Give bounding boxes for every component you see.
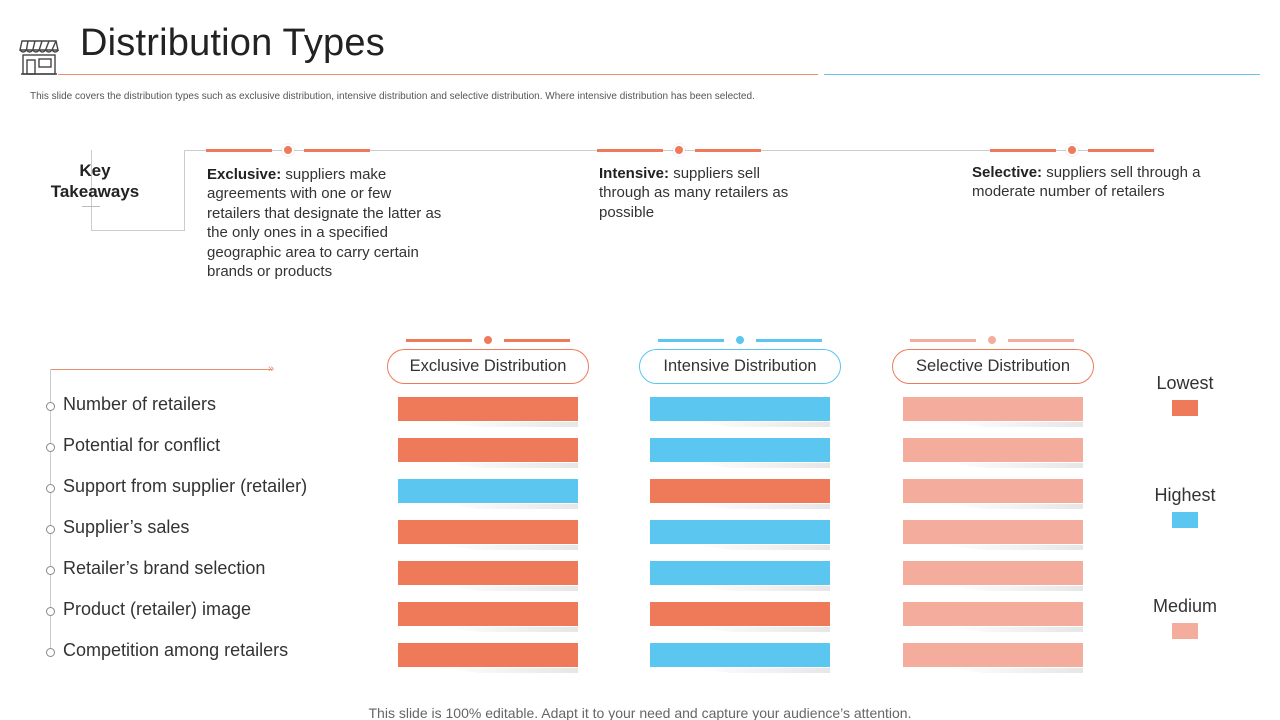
legend-item-medium: Medium [1140, 596, 1230, 639]
level-cell-medium [903, 561, 1083, 585]
row-label: Product (retailer) image [63, 599, 252, 619]
takeaway-term: Intensive: [599, 165, 670, 182]
level-cell-lowest [398, 520, 578, 544]
title-divider-right [824, 74, 1260, 75]
page-title: Distribution Types [80, 22, 385, 64]
column-header-selective: Selective Distribution [892, 349, 1094, 384]
level-cell-lowest [398, 643, 578, 667]
rows-arrow-line [50, 369, 272, 370]
row-label: Support from supplier (retailer) [63, 476, 308, 496]
takeaway-selective: Selective: suppliers sell through a mode… [972, 163, 1212, 202]
store-icon [18, 36, 60, 78]
level-cell-medium [903, 602, 1083, 626]
level-cell-medium [903, 520, 1083, 544]
row-label: Competition among retailers [63, 640, 289, 660]
double-chevron-right-icon: » [268, 363, 275, 375]
takeaway-marker-selective [990, 144, 1154, 156]
key-takeaways-label-line1: Key [79, 161, 111, 180]
level-cell-highest [650, 397, 830, 421]
takeaway-marker-intensive [597, 144, 761, 156]
bullet-icon [46, 607, 55, 616]
key-takeaways-label: Key Takeaways [40, 160, 150, 202]
footer-note: This slide is 100% editable. Adapt it to… [368, 705, 912, 720]
legend-swatch [1172, 623, 1198, 639]
column-header-intensive: Intensive Distribution [639, 349, 841, 384]
takeaway-description: suppliers sell through as many retailers… [599, 165, 789, 221]
legend-label: Medium [1152, 596, 1218, 616]
level-cell-medium [903, 643, 1083, 667]
key-takeaways-top-line [184, 150, 1154, 151]
level-cell-lowest [650, 479, 830, 503]
level-cell-medium [903, 397, 1083, 421]
takeaway-exclusive: Exclusive: suppliers make agreements wit… [207, 165, 447, 281]
level-cell-medium [903, 479, 1083, 503]
legend-label: Highest [1154, 485, 1216, 505]
title-divider-left [58, 74, 818, 75]
legend-label: Lowest [1156, 373, 1214, 393]
legend-swatch [1172, 400, 1198, 416]
bullet-icon [46, 525, 55, 534]
row-label: Retailer’s brand selection [63, 558, 266, 578]
key-takeaways-label-line2: Takeaways [50, 182, 140, 201]
legend-swatch [1172, 512, 1198, 528]
level-cell-medium [903, 438, 1083, 462]
bullet-icon [46, 566, 55, 575]
bullet-icon [46, 648, 55, 657]
rows-connector-line [50, 369, 51, 657]
legend-item-highest: Highest [1140, 485, 1230, 528]
level-cell-highest [398, 479, 578, 503]
level-cell-highest [650, 438, 830, 462]
legend-item-lowest: Lowest [1140, 373, 1230, 416]
level-cell-lowest [398, 602, 578, 626]
bullet-icon [46, 402, 55, 411]
column-header-exclusive: Exclusive Distribution [387, 349, 589, 384]
level-cell-highest [650, 520, 830, 544]
takeaway-marker-exclusive [206, 144, 370, 156]
takeaway-description: suppliers make agreements with one or fe… [207, 166, 442, 281]
key-takeaways-connector [91, 150, 185, 231]
column-marker-intensive [658, 334, 822, 346]
key-takeaways-connector-vertical [184, 150, 185, 231]
row-label: Number of retailers [63, 394, 217, 414]
level-cell-lowest [398, 561, 578, 585]
bullet-icon [46, 484, 55, 493]
row-label: Potential for conflict [63, 435, 221, 455]
takeaway-term: Selective: [972, 164, 1043, 181]
bullet-icon [46, 443, 55, 452]
key-takeaways-underline [82, 206, 100, 207]
level-cell-lowest [650, 602, 830, 626]
takeaway-term: Exclusive: [207, 166, 282, 183]
level-cell-highest [650, 643, 830, 667]
takeaway-description: suppliers sell through a moderate number… [972, 164, 1201, 201]
column-marker-selective [910, 334, 1074, 346]
row-label: Supplier’s sales [63, 517, 190, 537]
level-cell-highest [650, 561, 830, 585]
level-cell-lowest [398, 438, 578, 462]
page-subtitle: This slide covers the distribution types… [30, 91, 755, 102]
level-cell-lowest [398, 397, 578, 421]
takeaway-intensive: Intensive: suppliers sell through as man… [599, 164, 799, 222]
column-marker-exclusive [406, 334, 570, 346]
